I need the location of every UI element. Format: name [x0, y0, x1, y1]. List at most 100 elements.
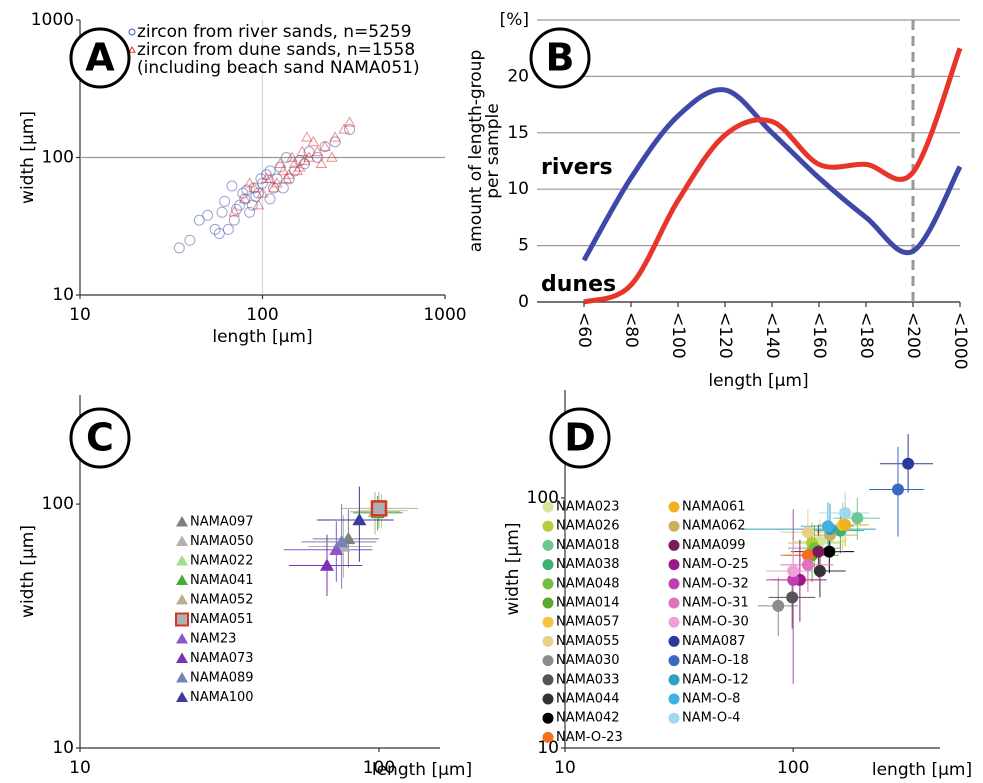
- legend-label: zircon from river sands, n=5259: [137, 22, 412, 42]
- data-point: [326, 151, 338, 162]
- legend-marker: [176, 652, 188, 663]
- data-point: [892, 483, 905, 496]
- legend-label: NAMA044: [556, 692, 620, 707]
- series-label: rivers: [541, 155, 613, 180]
- y-axis-label: width [µm]: [18, 111, 38, 204]
- legend-label: zircon from dune sands, n=1558: [137, 40, 415, 60]
- x-tick-label: 1000: [423, 305, 466, 325]
- data-point: [256, 187, 269, 198]
- x-tick-label: 100: [777, 758, 809, 778]
- y-tick-label: 1000: [31, 10, 74, 30]
- data-point: [267, 181, 280, 193]
- legend-label: NAMA051: [190, 612, 254, 627]
- legend-label: NAMA042: [556, 711, 620, 726]
- data-point: [291, 164, 304, 176]
- legend-marker: [668, 520, 680, 532]
- legend-label: NAMA022: [190, 554, 254, 569]
- panel-circle: [69, 27, 131, 89]
- legend-marker: [668, 578, 680, 590]
- panel-circle: [549, 407, 611, 469]
- y-tick-label: 100: [527, 488, 559, 508]
- legend-label: NAMA097: [190, 515, 254, 530]
- legend-marker: [668, 693, 680, 705]
- legend-label: NAMA048: [556, 576, 620, 591]
- legend-label: NAMA018: [556, 538, 620, 553]
- legend-note: (including beach sand NAMA051): [137, 58, 420, 78]
- data-point: [311, 145, 324, 157]
- data-point: [226, 180, 238, 192]
- legend-marker: [542, 674, 554, 686]
- data-point: [787, 565, 800, 578]
- y-tick-label: 10: [52, 285, 74, 305]
- y-tick-label: 100: [42, 148, 74, 168]
- data-point: [298, 154, 311, 165]
- data-point: [288, 157, 301, 169]
- data-point: [264, 193, 276, 205]
- data-point: [319, 558, 334, 571]
- legend-label: NAM-O-8: [682, 692, 740, 707]
- data-point: [338, 123, 350, 134]
- series-label: dunes: [541, 272, 616, 297]
- data-point: [264, 165, 276, 177]
- data-point: [319, 140, 331, 151]
- data-point: [839, 518, 852, 531]
- y-tick-label: [%]: [500, 10, 529, 30]
- legend-marker: [176, 672, 188, 683]
- data-point: [184, 234, 196, 246]
- data-point: [329, 542, 344, 555]
- y-tick-label: 10: [537, 738, 559, 758]
- x-tick-label: <200: [903, 312, 923, 359]
- data-point: [238, 192, 251, 204]
- legend-marker: [176, 535, 188, 546]
- legend-marker: [175, 612, 189, 627]
- data-point: [173, 242, 185, 254]
- legend-marker: [176, 594, 188, 605]
- x-tick-label: <1000: [950, 312, 970, 370]
- y-tick-label: 15: [507, 123, 529, 143]
- legend-label: NAMA055: [556, 634, 620, 649]
- legend-label: NAM-O-25: [682, 557, 749, 572]
- data-point: [202, 209, 214, 221]
- y-axis-label: width [µm]: [503, 523, 523, 616]
- legend-label: NAMA033: [556, 672, 620, 687]
- data-point: [787, 573, 800, 586]
- x-tick-label: <60: [574, 312, 594, 348]
- legend-label: NAMA030: [556, 653, 620, 668]
- data-point: [222, 223, 234, 235]
- legend-marker: [176, 516, 188, 527]
- x-tick-label: <100: [668, 312, 688, 359]
- legend-marker: [176, 691, 188, 702]
- legend-marker: [542, 731, 554, 743]
- legend-label: NAMA100: [190, 690, 254, 705]
- legend-label: NAM-O-32: [682, 576, 749, 591]
- x-axis-label: length [µm]: [708, 371, 808, 391]
- panel-label: A: [85, 36, 115, 80]
- legend-label: NAMA062: [682, 519, 746, 534]
- data-point: [315, 157, 328, 169]
- x-tick-label: <180: [856, 312, 876, 359]
- legend-label: NAMA023: [556, 500, 620, 515]
- panel-circle: [529, 27, 591, 89]
- legend-marker: [542, 539, 554, 551]
- x-tick-label: 100: [246, 305, 278, 325]
- line-series: [581, 87, 963, 262]
- x-tick-label: <80: [621, 312, 641, 348]
- x-tick-label: <120: [715, 312, 735, 359]
- legend-label: NAMA014: [556, 596, 620, 611]
- data-point: [344, 123, 356, 135]
- x-tick-label: 10: [554, 758, 576, 778]
- legend-marker: [668, 501, 680, 513]
- data-point: [801, 549, 814, 562]
- x-tick-label: 100: [363, 758, 395, 778]
- y-tick-label: 10: [507, 179, 529, 199]
- line-series: [583, 47, 963, 305]
- data-point: [209, 223, 221, 235]
- legend-marker: [668, 597, 680, 609]
- data-point: [228, 214, 240, 226]
- legend-label: NAMA052: [190, 593, 254, 608]
- legend-label: NAMA073: [190, 651, 254, 666]
- data-point: [243, 177, 256, 188]
- legend-label: NAM-O-4: [682, 711, 740, 726]
- legend-label: NAMA061: [682, 500, 746, 515]
